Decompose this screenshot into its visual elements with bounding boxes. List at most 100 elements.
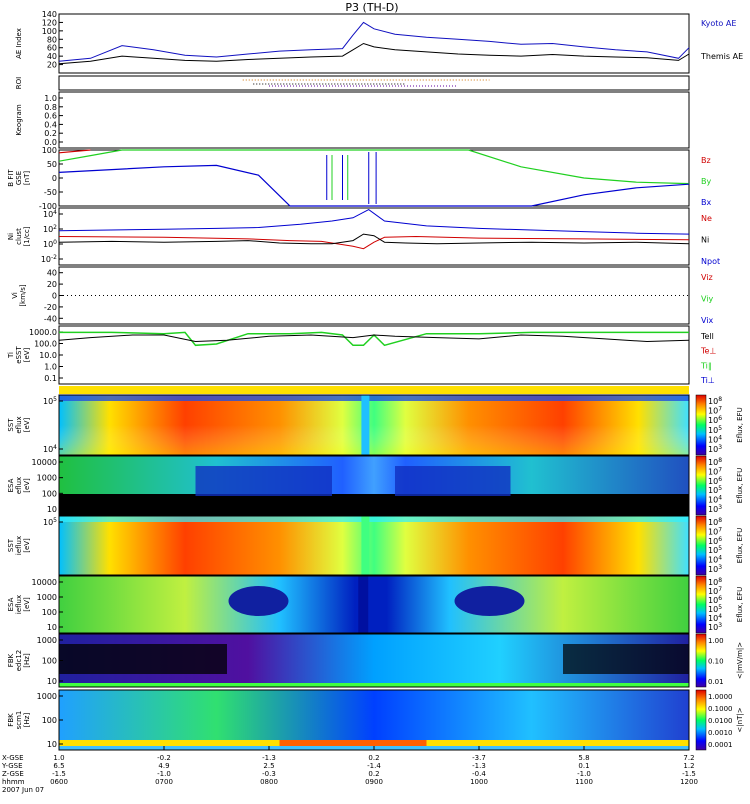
- esa_e-patch: [195, 466, 332, 496]
- time-axis-tick-label: 1200: [680, 778, 698, 786]
- fbk_b-ylabel: FBK scm1 [Hz]: [7, 711, 31, 730]
- esa_e-floor: [59, 494, 689, 515]
- esa_i-cbar-label: Eflux, EFU: [736, 587, 744, 622]
- esa_e-cbar-label-text: Eflux, EFU: [736, 468, 744, 503]
- vi-ytick-label: 20: [47, 280, 57, 289]
- sst_e-cbar-tick: 106: [708, 415, 722, 425]
- ni-series-npot: [58, 209, 690, 235]
- ae-series-kyoto: [58, 21, 690, 62]
- ni-legend-item: Npot: [701, 257, 720, 266]
- esa_i-cbar-label-text: Eflux, EFU: [736, 587, 744, 622]
- esa_i-ytick-label: 10000: [32, 578, 57, 587]
- vi-ylabel: Vi [km/s]: [11, 284, 27, 307]
- vi-panel-frame: [58, 266, 690, 325]
- sst_e-gap: [361, 395, 370, 455]
- sst_i-cbar-tick: 106: [708, 536, 722, 546]
- time-axis-tick-label: -0.3: [262, 770, 276, 778]
- bfit-series-bz: [58, 149, 91, 154]
- fbk_b-ytick-label: 100: [42, 716, 57, 725]
- ti-ytick-label: 1000.0: [29, 328, 57, 337]
- time-axis-row-label: Y-GSE: [1, 762, 23, 770]
- bfit-legend-item: By: [701, 177, 711, 186]
- esa_e-ytick-label: 10000: [32, 458, 57, 467]
- sst_e-cbar-tick: 104: [708, 434, 722, 444]
- fbk_e-cbar-tick: 0.01: [708, 678, 724, 686]
- sst_e-ylabel-line: SST: [7, 418, 15, 432]
- fbk_e-cbar-label-text: <|mV/m|>: [736, 642, 744, 679]
- sst_e-cbar-tick: 108: [708, 396, 722, 406]
- ae-ytick-label: 80: [47, 35, 57, 44]
- sst_e-ylabel-line: [eV]: [23, 417, 31, 432]
- sst_i-panel-frame: [58, 515, 690, 576]
- ae-panel-frame: [58, 13, 690, 74]
- keogram-panel-frame: [58, 91, 690, 149]
- esa_e-ylabel-line: [eV]: [23, 478, 31, 493]
- roi-ylabel: ROI: [15, 77, 23, 89]
- ti-ylabel-line: Ti: [7, 352, 15, 359]
- ae-ytick-label: 40: [47, 52, 57, 61]
- time-axis-tick-label: 0900: [365, 778, 383, 786]
- time-axis-tick-label: 2.5: [263, 762, 274, 770]
- fbk_e-ylabel: FBK edc12 [Hz]: [7, 650, 31, 672]
- esa_i-cbar-tick: 105: [708, 604, 722, 614]
- sst_i-cbar-label-text: Eflux, EFU: [736, 528, 744, 563]
- esa_e-cbar-tick: 106: [708, 476, 722, 486]
- sst_e-top-band: [59, 395, 689, 401]
- esa_e-cbar-tick: 105: [708, 485, 722, 495]
- vi-ytick-label: -20: [44, 303, 57, 312]
- time-axis-tick-label: 0600: [50, 778, 68, 786]
- ni-legend-item: Ni: [701, 236, 709, 245]
- overview-strip: [59, 386, 689, 394]
- time-axis-tick-label: 0.2: [368, 754, 379, 762]
- ti-series-tell: [58, 334, 690, 343]
- ti-legend-item: Ti∥: [700, 361, 712, 370]
- ae-ytick-label: 120: [42, 18, 57, 27]
- sst_i-cbar-tick: 103: [708, 564, 722, 574]
- esa_e-ytick-label: 100: [42, 489, 57, 498]
- esa_e-cbar-tick: 104: [708, 495, 722, 505]
- esa_e-ylabel: ESA eflux [eV]: [7, 477, 31, 494]
- ni-ylabel: Ni clust [1/cc]: [7, 226, 31, 246]
- sst_i-cbar-tick: 104: [708, 555, 722, 565]
- fbk_b-band-hot: [279, 740, 427, 746]
- time-axis-tick-label: -1.0: [577, 770, 591, 778]
- time-axis-tick-label: 1100: [575, 778, 593, 786]
- esa_e-ylabel-line: ESA: [7, 478, 15, 492]
- roi-ylabel-line: ROI: [15, 77, 23, 89]
- sst_i-ylabel: SST ieflux [eV]: [7, 536, 31, 555]
- bfit-ytick-label: -50: [44, 188, 57, 197]
- time-axis-tick-label: 0700: [155, 778, 173, 786]
- vi-ylabel-line: [km/s]: [19, 284, 27, 307]
- time-axis-tick-label: 7.2: [683, 754, 694, 762]
- sst_e-ylabel: SST eflux [eV]: [7, 416, 31, 433]
- ni-panel-frame: [58, 207, 690, 266]
- sst_i-heatmap: [59, 516, 689, 575]
- ni-series-ne: [58, 235, 690, 250]
- fbk_e-ylabel-line: FBK: [7, 653, 15, 667]
- fbk_b-cbar-label: <|nT|>: [736, 707, 744, 732]
- esa_i-colorbar: [695, 575, 707, 634]
- ae-legend-kyoto: Kyoto AE: [701, 19, 736, 28]
- keogram-ylabel-line: Keogram: [15, 104, 23, 135]
- keogram-ytick-label: 0.4: [44, 120, 57, 129]
- fbk_b-cbar-tick: 1.0000: [708, 693, 733, 701]
- sst_i-cbar-tick: 105: [708, 545, 722, 555]
- esa_i-ylabel: ESA ieflux [eV]: [7, 595, 31, 614]
- esa_i-ylabel-line: ESA: [7, 597, 15, 611]
- keogram-ytick-label: 0.2: [44, 129, 57, 138]
- sst_e-ytick-label: 105: [43, 396, 57, 406]
- ti-legend-item: Tell: [700, 332, 714, 341]
- sst_e-ytick-label: 104: [43, 444, 57, 454]
- fbk_e-ylabel-line: edc12: [15, 650, 23, 672]
- ae-ylabel: AE Index: [15, 28, 23, 59]
- time-axis-tick-label: 4.9: [158, 762, 169, 770]
- esa_i-cbar-tick: 108: [708, 577, 722, 587]
- fbk_e-cbar-tick: 1.00: [708, 637, 724, 645]
- fbk_e-strip: [59, 683, 689, 687]
- ae-series-themis: [58, 42, 690, 65]
- ti-ylabel-line: eSST: [15, 346, 23, 364]
- esa_i-ytick-label: 1000: [37, 593, 57, 602]
- keogram-ytick-label: 0.0: [44, 138, 57, 147]
- time-axis-tick-label: -1.3: [472, 762, 486, 770]
